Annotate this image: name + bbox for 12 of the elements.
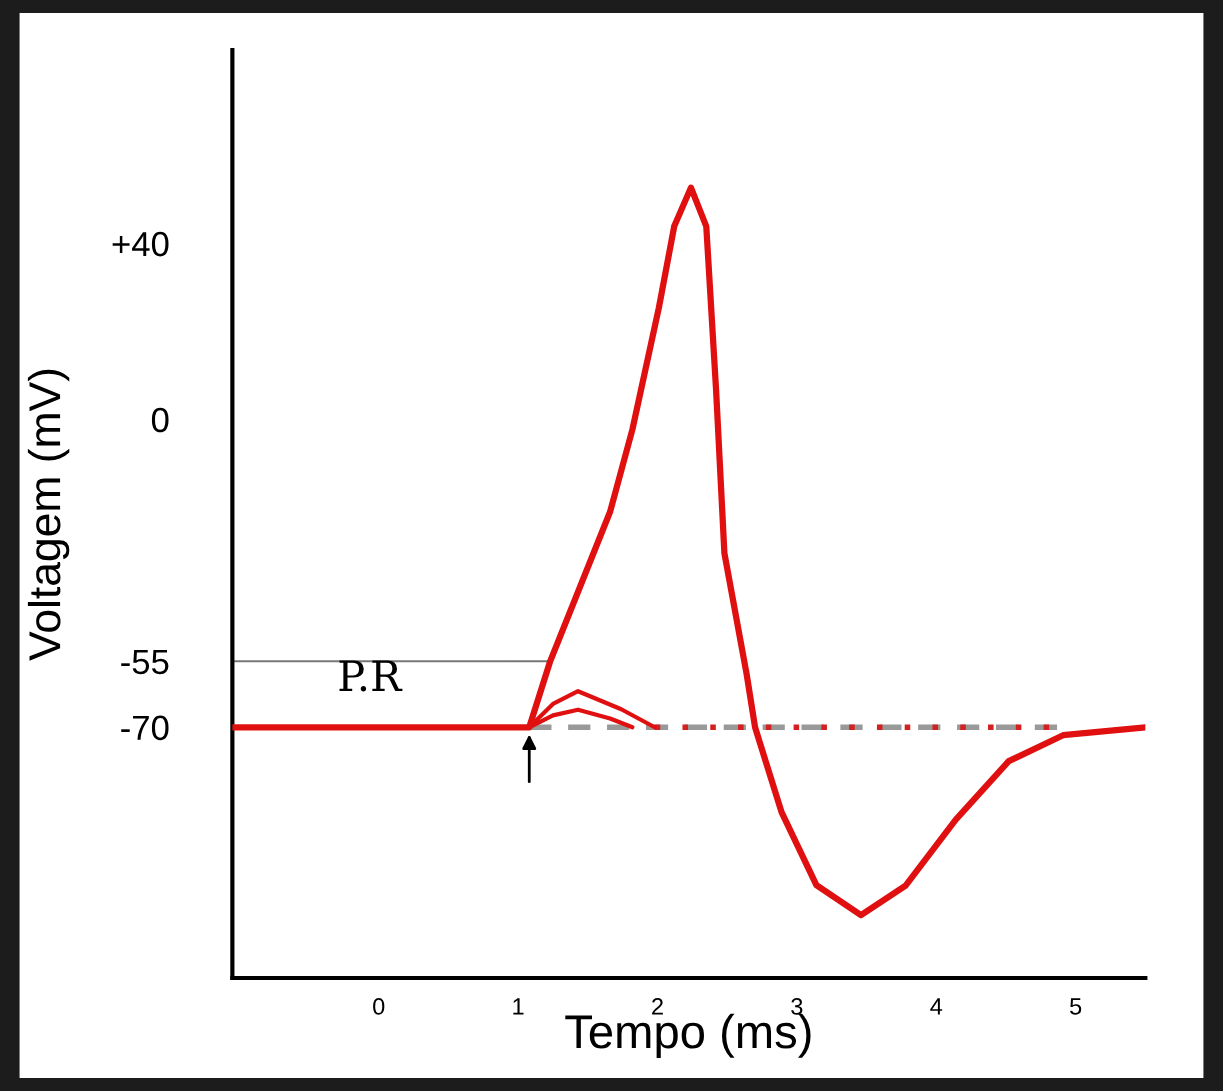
x-tick-label: 5	[1070, 998, 1082, 1015]
x-tick-label: 4	[930, 998, 943, 1015]
x-tick-label: 2	[652, 998, 663, 1015]
y-tick-label: +40	[112, 231, 169, 257]
y-tick-label: 0	[151, 407, 169, 433]
y-axis-title: Voltagem (mV)	[27, 369, 70, 661]
annotation: P.R	[339, 660, 403, 692]
y-tick-label: -55	[121, 650, 169, 675]
x-tick-label: 1	[513, 998, 524, 1015]
x-tick-label: 0	[373, 998, 385, 1015]
y-tick-label: -70	[121, 715, 169, 741]
x-tick-label: 3	[791, 998, 803, 1015]
